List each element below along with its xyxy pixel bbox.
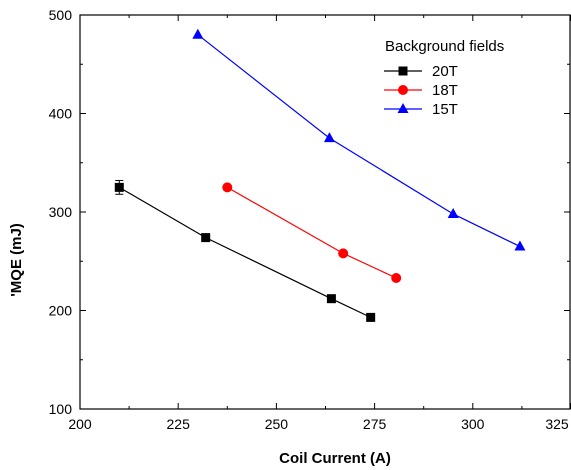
data-point-15T — [192, 28, 204, 39]
data-point-18T — [338, 248, 349, 259]
x-tick-label: 275 — [363, 416, 387, 432]
legend-item-15T: 15T — [384, 101, 458, 118]
legend-title: Background fields — [385, 38, 504, 55]
series-line-18T — [227, 186, 397, 279]
legend-item-20T: 20T — [384, 63, 458, 80]
data-point-18T — [391, 272, 402, 283]
series-layer — [114, 28, 526, 322]
x-tick-label: 200 — [68, 416, 92, 432]
y-axis: 100 200 300 400 500 — [49, 7, 570, 417]
data-point-18T — [222, 182, 233, 193]
x-axis: 200 225 250 275 300 325 — [68, 15, 571, 432]
legend-label: 15T — [432, 101, 458, 118]
legend-label: 18T — [432, 82, 458, 99]
data-point-20T — [366, 312, 376, 322]
data-point-15T — [514, 240, 526, 251]
series-18T — [222, 182, 402, 283]
legend-item-18T: 18T — [384, 82, 458, 99]
data-point-15T — [447, 207, 459, 218]
series-15T — [192, 28, 526, 251]
plot-frame — [79, 14, 571, 410]
legend-marker — [397, 103, 409, 113]
series-20T — [114, 179, 376, 322]
x-tick-label: 325 — [545, 416, 569, 432]
y-tick-label: 400 — [49, 106, 73, 122]
x-axis-title: Coil Current (A) — [279, 450, 391, 467]
data-point-15T — [323, 132, 335, 143]
data-point-20T — [326, 294, 336, 304]
y-tick-label: 500 — [49, 7, 73, 23]
y-tick-label: 200 — [49, 303, 73, 319]
data-point-20T — [114, 182, 124, 192]
data-point-20T — [201, 233, 211, 243]
legend-marker — [398, 85, 408, 95]
series-line-15T — [197, 34, 521, 248]
y-axis-title: 'MQE (mJ) — [8, 223, 25, 297]
x-tick-label: 225 — [167, 416, 191, 432]
series-line-20T — [118, 186, 371, 318]
y-tick-label: 300 — [49, 204, 73, 220]
x-tick-label: 300 — [461, 416, 485, 432]
legend-marker — [398, 66, 408, 76]
x-tick-label: 250 — [265, 416, 289, 432]
legend: Background fields 20T 18T 15T — [384, 38, 504, 118]
y-tick-label: 100 — [49, 401, 73, 417]
legend-label: 20T — [432, 63, 458, 80]
plot-border — [79, 14, 571, 410]
